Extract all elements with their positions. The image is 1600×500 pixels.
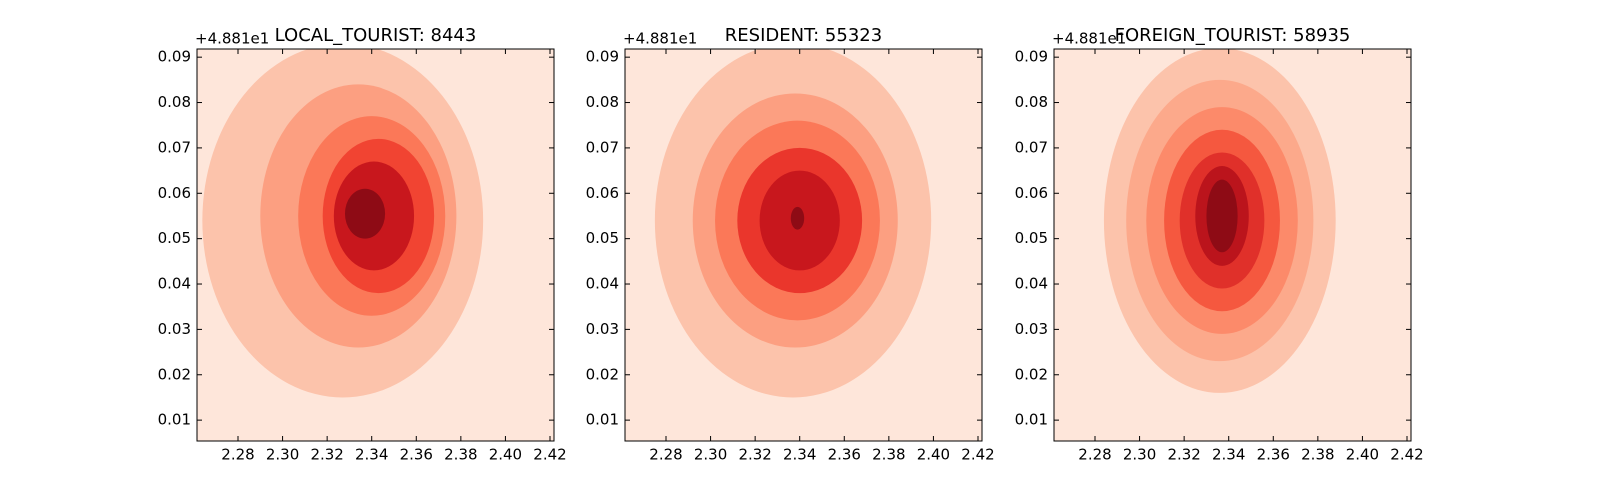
x-tick-label: 2.30 — [266, 446, 299, 464]
y-tick-label: 0.08 — [158, 93, 191, 111]
y-tick-label: 0.02 — [586, 365, 619, 383]
x-tick-label: 2.32 — [738, 446, 771, 464]
y-tick-label: 0.07 — [158, 138, 191, 156]
x-tick-label: 2.32 — [1167, 446, 1200, 464]
y-tick-label: 0.03 — [1015, 320, 1048, 338]
y-offset-label: +4.881e1 — [623, 30, 697, 48]
x-tick-label: 2.36 — [1257, 446, 1290, 464]
axes-frame — [624, 48, 983, 442]
y-tick-label: 0.02 — [1015, 365, 1048, 383]
y-tick-label: 0.02 — [158, 365, 191, 383]
x-tick-label: 2.38 — [444, 446, 477, 464]
x-tick-label: 2.28 — [1078, 446, 1111, 464]
x-tick-label: 2.36 — [828, 446, 861, 464]
y-tick-label: 0.01 — [158, 411, 191, 429]
x-tick-label: 2.42 — [533, 446, 566, 464]
x-tick-label: 2.36 — [400, 446, 433, 464]
x-tick-label: 2.28 — [221, 446, 254, 464]
plot-area — [197, 49, 554, 441]
x-tick-label: 2.40 — [489, 446, 522, 464]
y-tick-label: 0.08 — [586, 93, 619, 111]
y-tick-label: 0.04 — [1015, 275, 1048, 293]
y-offset-label: +4.881e1 — [1052, 30, 1126, 48]
y-tick-label: 0.05 — [586, 229, 619, 247]
y-tick-label: 0.06 — [1015, 184, 1048, 202]
x-tick-label: 2.34 — [355, 446, 388, 464]
axes-frame — [196, 48, 555, 442]
y-tick-label: 0.04 — [158, 275, 191, 293]
plot-area — [1054, 49, 1411, 441]
x-tick-label: 2.34 — [783, 446, 816, 464]
x-tick-label: 2.30 — [694, 446, 727, 464]
y-tick-label: 0.01 — [586, 411, 619, 429]
contour-level — [790, 206, 805, 230]
x-tick-label: 2.38 — [1301, 446, 1334, 464]
contour-level — [1206, 179, 1238, 253]
chart-title: LOCAL_TOURIST: 8443 — [275, 25, 477, 46]
x-tick-label: 2.30 — [1123, 446, 1156, 464]
y-tick-label: 0.08 — [1015, 93, 1048, 111]
y-tick-label: 0.07 — [1015, 138, 1048, 156]
x-tick-label: 2.28 — [649, 446, 682, 464]
x-tick-label: 2.32 — [310, 446, 343, 464]
axes-frame — [1053, 48, 1412, 442]
y-tick-label: 0.07 — [586, 138, 619, 156]
x-tick-label: 2.34 — [1212, 446, 1245, 464]
y-tick-label: 0.06 — [586, 184, 619, 202]
y-offset-label: +4.881e1 — [195, 30, 269, 48]
y-tick-label: 0.09 — [1015, 48, 1048, 66]
y-tick-label: 0.01 — [1015, 411, 1048, 429]
contour-level — [344, 188, 386, 239]
x-tick-label: 2.40 — [1346, 446, 1379, 464]
y-tick-label: 0.04 — [586, 275, 619, 293]
y-tick-label: 0.05 — [158, 229, 191, 247]
chart-title: RESIDENT: 55323 — [725, 25, 882, 46]
x-tick-label: 2.38 — [872, 446, 905, 464]
y-tick-label: 0.09 — [158, 48, 191, 66]
x-tick-label: 2.42 — [1390, 446, 1423, 464]
chart-title: FOREIGN_TOURIST: 58935 — [1115, 25, 1351, 46]
x-tick-label: 2.40 — [917, 446, 950, 464]
y-tick-label: 0.09 — [586, 48, 619, 66]
y-tick-label: 0.03 — [586, 320, 619, 338]
y-tick-label: 0.03 — [158, 320, 191, 338]
plot-area — [625, 49, 982, 441]
y-tick-label: 0.06 — [158, 184, 191, 202]
x-tick-label: 2.42 — [961, 446, 994, 464]
y-tick-label: 0.05 — [1015, 229, 1048, 247]
